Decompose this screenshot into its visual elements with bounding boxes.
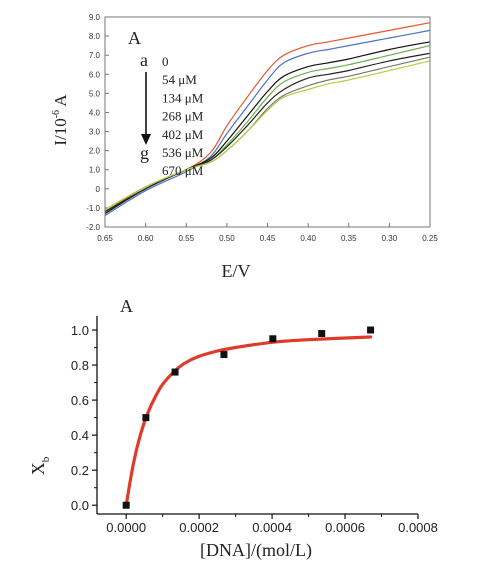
legend-concentration: 134 μM: [162, 90, 204, 105]
top-panel-label: A: [128, 28, 141, 48]
top-y-tick-label: -2.0: [86, 223, 100, 232]
top-y-tick-label: 6.0: [89, 70, 101, 79]
bottom-y-axis-title-sub: b: [40, 456, 52, 462]
data-point: [269, 335, 277, 343]
legend-concentration: 268 μM: [162, 109, 204, 124]
binding-panel: A Xb [DNA]/(mol/L) 0.0000 0.0002 0.0004 0.0…: [28, 296, 438, 561]
top-y-tick-label: 9.0: [89, 13, 101, 22]
legend-concentration: 670 μM: [162, 163, 204, 178]
top-y-axis-title-unit: A: [51, 94, 70, 110]
top-y-tick-label: 1.0: [89, 166, 101, 175]
top-x-tick-label: 0.45: [260, 234, 276, 243]
bottom-y-tick-label: 1.0: [71, 323, 89, 338]
top-x-axis-title: E/V: [222, 261, 251, 281]
bottom-y-tick-label: 0.6: [71, 393, 89, 408]
concentration-arrow-head: [141, 134, 151, 145]
legend-concentration: 0: [162, 54, 169, 69]
data-point: [171, 368, 179, 376]
bottom-x-tick-label: 0.0002: [179, 520, 219, 535]
top-x-tick-label: 0.35: [341, 234, 357, 243]
data-point: [318, 330, 326, 338]
top-y-tick-label: 4.0: [89, 108, 101, 117]
bottom-x-tick-label: 0.0000: [106, 520, 146, 535]
voltammogram-curve-b: [104, 29, 431, 217]
top-x-tick-label: 0.65: [97, 234, 113, 243]
legend-concentration: 402 μM: [162, 127, 204, 142]
voltammogram-curve-g: [104, 60, 431, 211]
bottom-y-tick-label: 0.8: [71, 358, 89, 373]
bottom-x-axis-title: [DNA]/(mol/L): [200, 540, 312, 561]
arrow-end-label: g: [140, 143, 149, 163]
top-y-axis-title-base: I/10: [51, 118, 70, 145]
data-point: [142, 414, 150, 422]
top-x-tick-label: 0.50: [219, 234, 235, 243]
bottom-y-axis-title-base: X: [28, 462, 48, 475]
top-y-tick-label: 8.0: [89, 32, 101, 41]
top-plot-frame: [104, 16, 431, 228]
top-y-axis-title-exp: -6: [51, 110, 62, 118]
top-y-tick-label: -1.0: [86, 204, 100, 213]
top-y-tick-label: 2.0: [89, 147, 101, 156]
voltammogram-curve-c: [104, 41, 431, 215]
bottom-y-tick-label: 0.0: [71, 498, 89, 513]
top-y-tick-label: 7.0: [89, 51, 101, 60]
top-y-tick-label: 0: [96, 185, 101, 194]
legend-concentration: 536 μM: [162, 145, 204, 160]
voltammogram-curve-e: [104, 52, 431, 213]
top-x-tick-label: 0.30: [382, 234, 398, 243]
bottom-y-axis-title: Xb: [28, 456, 52, 475]
data-point: [367, 326, 375, 334]
bottom-x-tick-label: 0.0006: [325, 520, 365, 535]
top-x-tick-label: 0.25: [422, 234, 438, 243]
top-x-tick-label: 0.60: [138, 234, 154, 243]
data-point: [220, 351, 228, 359]
bottom-y-tick-label: 0.2: [71, 463, 89, 478]
voltammogram-panel: I/10-6 A E/V 0.65 0.60 0.55 0.50 0.45 0.40 0.3…: [51, 13, 438, 281]
bottom-panel-label: A: [120, 296, 133, 316]
top-y-axis-title: I/10-6 A: [51, 94, 70, 146]
top-y-tick-label: 3.0: [89, 128, 101, 137]
legend-concentration: 54 μM: [162, 72, 197, 87]
bottom-x-tick-label: 0.0008: [398, 520, 438, 535]
bottom-x-tick-label: 0.0004: [252, 520, 292, 535]
top-y-tick-label: 5.0: [89, 89, 101, 98]
arrow-start-label: a: [140, 50, 148, 70]
top-x-tick-label: 0.55: [178, 234, 194, 243]
data-point: [122, 501, 130, 509]
top-x-tick-label: 0.40: [300, 234, 316, 243]
bottom-y-tick-label: 0.4: [71, 428, 89, 443]
fit-curve: [124, 335, 373, 507]
